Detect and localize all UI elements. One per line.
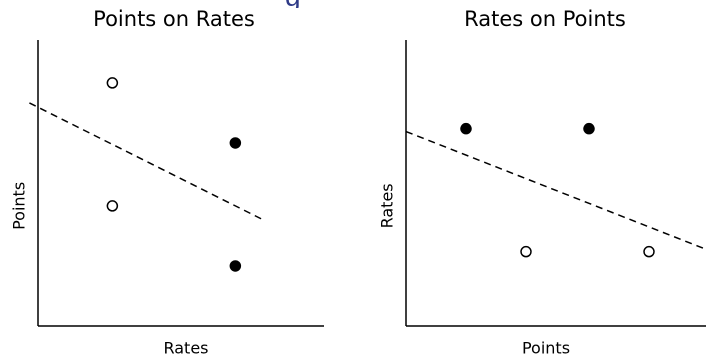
x-axis-label: Rates (163, 339, 208, 358)
chart-title: Rates on Points (464, 7, 626, 31)
fit-line (29, 103, 264, 220)
chart-panel-1: Points on Rates Rates Points (10, 7, 325, 358)
chart-panel-2: Rates on Points Points Rates (378, 7, 707, 358)
hollow-point-3 (521, 247, 531, 257)
x-axis-label: Points (522, 339, 570, 358)
y-axis-label: Rates (378, 183, 397, 228)
hollow-point-1 (107, 78, 117, 88)
hollow-point-4 (644, 247, 654, 257)
hollow-point-2 (107, 201, 117, 211)
y-axis-label: Points (10, 182, 29, 230)
filled-point-2 (584, 124, 594, 134)
chart-title: Points on Rates (93, 7, 255, 31)
fit-line (406, 132, 707, 252)
filled-point-4 (230, 261, 240, 271)
filled-point-1 (461, 124, 471, 134)
filled-point-3 (230, 138, 240, 148)
